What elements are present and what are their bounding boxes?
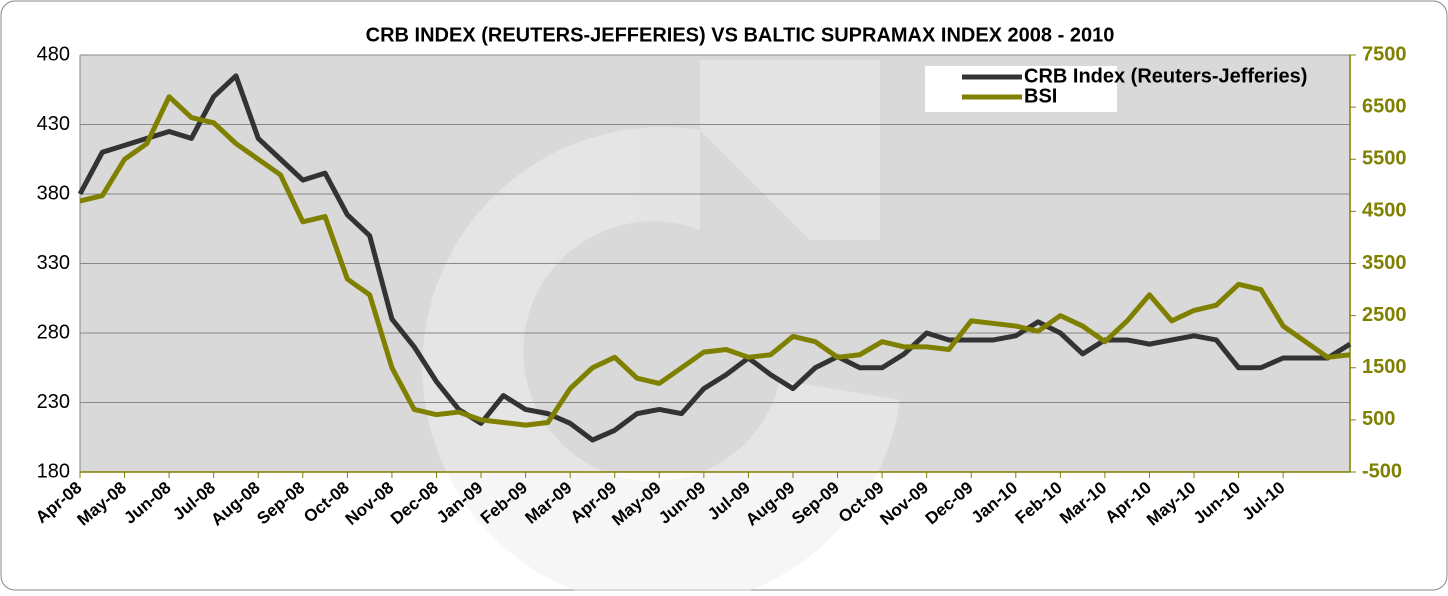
y-tick-label: 180 <box>37 460 70 482</box>
y2-tick-label: 3500 <box>1362 252 1407 274</box>
legend <box>925 66 1117 112</box>
y2-tick-label: 2500 <box>1362 304 1407 326</box>
y-tick-label: 280 <box>37 321 70 343</box>
y2-tick-label: 6500 <box>1362 95 1407 117</box>
y-tick-label: 380 <box>37 182 70 204</box>
watermark <box>422 60 900 596</box>
chart-title: CRB INDEX (REUTERS-JEFFERIES) VS BALTIC … <box>366 24 1115 46</box>
y-tick-label: 430 <box>37 113 70 135</box>
y2-tick-label: 500 <box>1362 408 1395 430</box>
y-tick-label: 330 <box>37 252 70 274</box>
series-line <box>79 94 1351 428</box>
y2-tick-label: 4500 <box>1362 200 1407 222</box>
y-tick-label: 480 <box>37 43 70 65</box>
y2-tick-label: 5500 <box>1362 148 1407 170</box>
y2-tick-label: 7500 <box>1362 43 1407 65</box>
y2-tick-label: 1500 <box>1362 356 1407 378</box>
y-tick-label: 230 <box>37 391 70 413</box>
series-line <box>77 73 1352 443</box>
legend-label: BSI <box>1024 85 1057 107</box>
legend-label: CRB Index (Reuters-Jefferies) <box>1024 65 1307 87</box>
y2-tick-label: -500 <box>1362 460 1402 482</box>
